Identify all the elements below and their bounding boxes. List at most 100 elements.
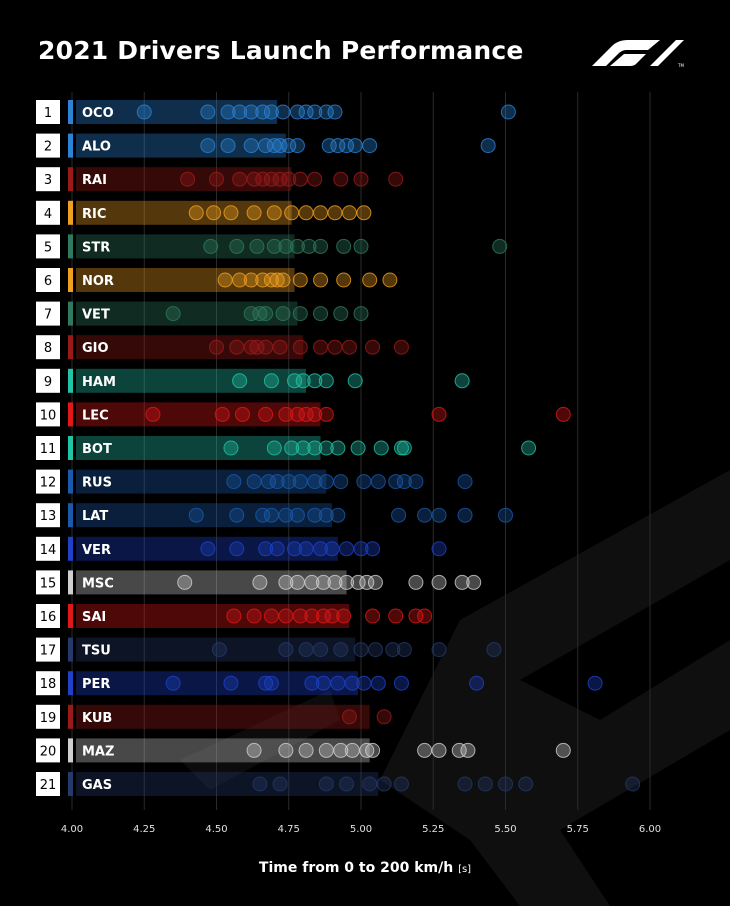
launch-point bbox=[289, 238, 305, 254]
launch-point bbox=[243, 138, 259, 154]
launch-point bbox=[327, 574, 343, 590]
driver-code: BOT bbox=[82, 442, 112, 457]
launch-point bbox=[457, 776, 473, 792]
launch-point bbox=[269, 541, 285, 557]
position-number: 15 bbox=[40, 576, 57, 591]
launch-point bbox=[466, 574, 482, 590]
avg-bar-str bbox=[76, 234, 295, 259]
team-color-stripe bbox=[68, 503, 73, 528]
launch-point bbox=[246, 205, 262, 221]
launch-point bbox=[258, 675, 274, 691]
avg-bar-ver bbox=[76, 536, 338, 561]
launch-point bbox=[486, 642, 502, 658]
launch-point bbox=[188, 507, 204, 523]
position-number: 20 bbox=[40, 744, 57, 759]
launch-point bbox=[555, 406, 571, 422]
launch-point bbox=[275, 306, 291, 322]
launch-point bbox=[292, 474, 308, 490]
launch-point bbox=[318, 440, 334, 456]
launch-point bbox=[417, 742, 433, 758]
team-color-stripe bbox=[68, 671, 73, 696]
x-tick-label: 4.00 bbox=[61, 824, 83, 835]
launch-point bbox=[261, 474, 277, 490]
launch-point bbox=[263, 507, 279, 523]
launch-point bbox=[353, 642, 369, 658]
launch-point bbox=[370, 675, 386, 691]
avg-bar-lec bbox=[76, 402, 321, 427]
launch-point bbox=[333, 742, 349, 758]
launch-point bbox=[341, 339, 357, 355]
position-box bbox=[36, 402, 60, 427]
launch-point bbox=[339, 776, 355, 792]
launch-point bbox=[307, 507, 323, 523]
launch-point bbox=[258, 339, 274, 355]
launch-point bbox=[460, 742, 476, 758]
launch-point bbox=[295, 373, 311, 389]
launch-point bbox=[339, 541, 355, 557]
launch-point bbox=[304, 675, 320, 691]
position-box bbox=[36, 335, 60, 360]
team-color-stripe bbox=[68, 234, 73, 259]
launch-point bbox=[307, 104, 323, 120]
launch-point bbox=[229, 339, 245, 355]
launch-point bbox=[278, 608, 294, 624]
position-number: 11 bbox=[40, 442, 57, 457]
launch-point bbox=[145, 406, 161, 422]
launch-point bbox=[480, 138, 496, 154]
launch-point bbox=[209, 171, 224, 187]
launch-point bbox=[431, 642, 447, 658]
launch-point bbox=[431, 507, 447, 523]
launch-point bbox=[177, 574, 193, 590]
launch-point bbox=[518, 776, 534, 792]
avg-bar-vet bbox=[76, 301, 298, 326]
launch-point bbox=[255, 507, 271, 523]
launch-point bbox=[252, 306, 268, 322]
launch-point bbox=[330, 440, 346, 456]
team-color-stripe bbox=[68, 637, 73, 662]
launch-point bbox=[451, 742, 467, 758]
driver-code: MAZ bbox=[82, 744, 114, 759]
f1-logo-icon: TM bbox=[592, 40, 684, 68]
launch-point bbox=[333, 474, 349, 490]
launch-point bbox=[347, 373, 363, 389]
launch-point bbox=[315, 608, 331, 624]
launch-point bbox=[500, 104, 516, 120]
launch-point bbox=[206, 205, 222, 221]
launch-point bbox=[278, 642, 294, 658]
launch-point bbox=[318, 373, 334, 389]
launch-point bbox=[324, 541, 340, 557]
launch-point bbox=[333, 306, 349, 322]
launch-point bbox=[275, 104, 291, 120]
launch-point bbox=[255, 104, 271, 120]
launch-point bbox=[258, 406, 274, 422]
launch-point bbox=[365, 742, 381, 758]
launch-point bbox=[287, 541, 303, 557]
launch-point bbox=[284, 440, 300, 456]
launch-point bbox=[498, 507, 513, 523]
launch-point bbox=[232, 272, 248, 288]
avg-bar-gio bbox=[76, 335, 304, 360]
position-box bbox=[36, 133, 60, 158]
launch-point bbox=[353, 238, 369, 254]
launch-point bbox=[457, 474, 473, 490]
team-color-stripe bbox=[68, 570, 73, 595]
launch-point bbox=[278, 742, 294, 758]
launch-point bbox=[370, 474, 386, 490]
position-number: 9 bbox=[44, 375, 52, 390]
launch-point bbox=[313, 238, 329, 254]
launch-point bbox=[246, 171, 262, 187]
position-number: 17 bbox=[40, 644, 57, 659]
launch-point bbox=[318, 776, 334, 792]
launch-point bbox=[295, 440, 311, 456]
chart-title: 2021 Drivers Launch Performance bbox=[38, 36, 524, 65]
team-color-stripe bbox=[68, 738, 73, 763]
position-number: 1 bbox=[44, 106, 52, 121]
team-color-stripe bbox=[68, 268, 73, 292]
launch-point bbox=[318, 474, 334, 490]
position-number: 19 bbox=[40, 711, 57, 726]
launch-point bbox=[313, 306, 329, 322]
driver-code: GAS bbox=[82, 778, 112, 793]
launch-point bbox=[388, 171, 404, 187]
launch-point bbox=[393, 675, 409, 691]
